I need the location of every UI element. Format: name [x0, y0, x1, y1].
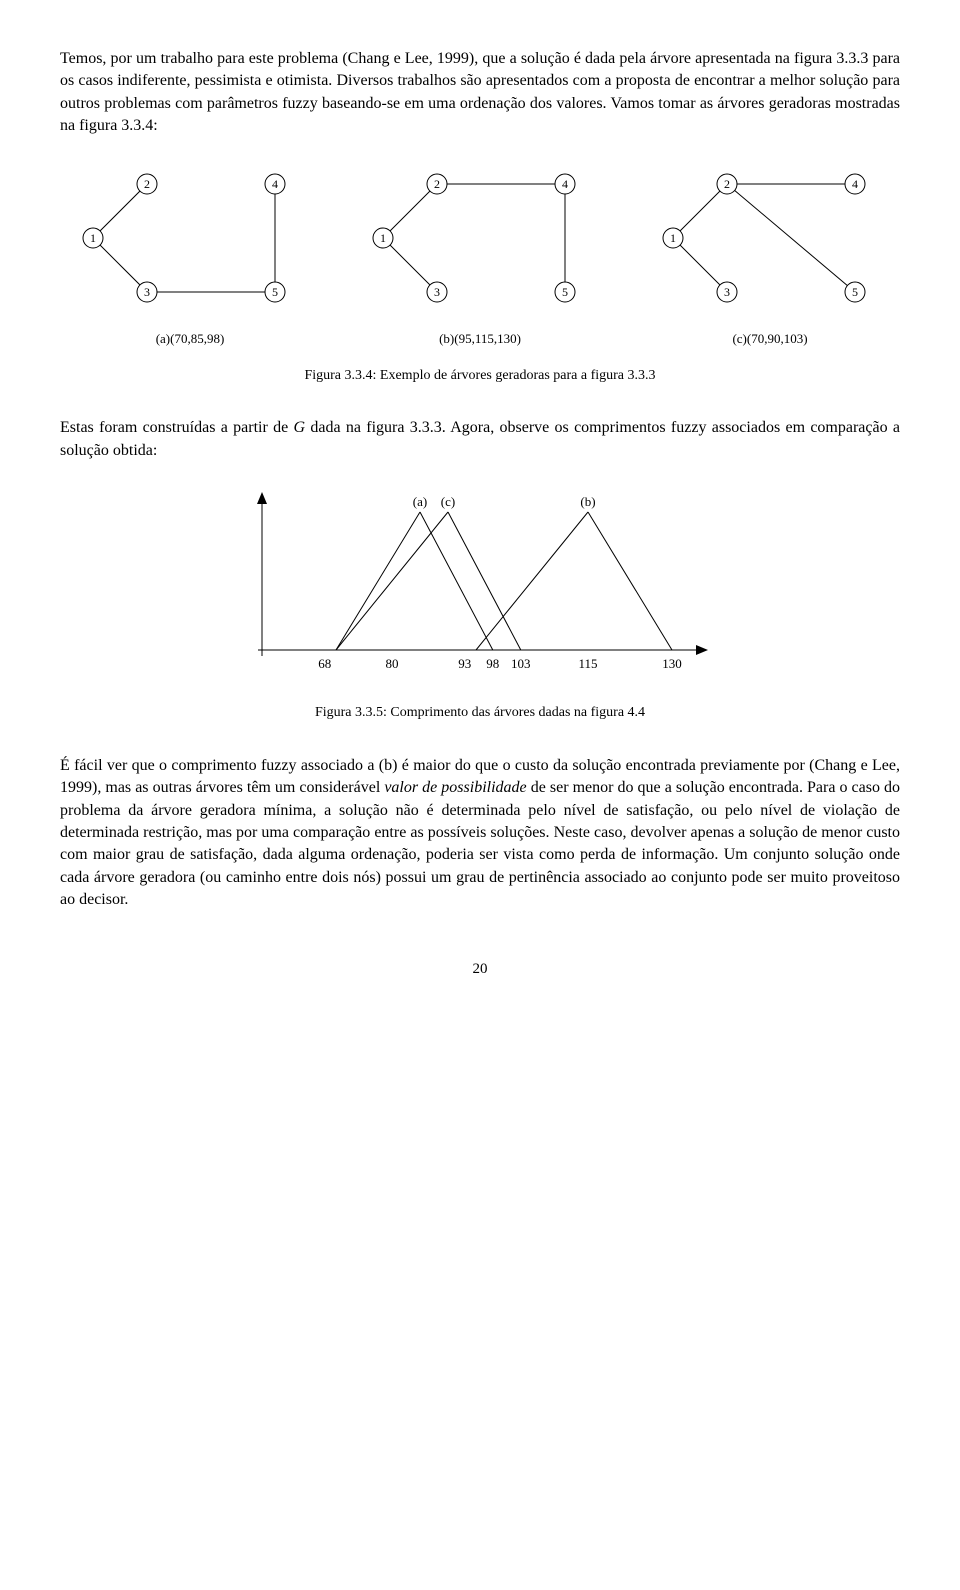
svg-text:80: 80: [386, 656, 399, 671]
figure-334-caption: Figura 3.3.4: Exemplo de árvores gerador…: [60, 366, 900, 386]
svg-text:(b): (b): [580, 494, 595, 509]
svg-text:1: 1: [670, 231, 676, 245]
tree-b: 1 2 3 4 5 (b)(95,115,130): [350, 166, 610, 348]
svg-text:5: 5: [852, 285, 858, 299]
tree-b-caption: (b)(95,115,130): [439, 330, 521, 348]
paragraph-3: É fácil ver que o comprimento fuzzy asso…: [60, 755, 900, 912]
svg-text:1: 1: [90, 231, 96, 245]
svg-text:4: 4: [272, 177, 278, 191]
tree-a-svg: 1 2 3 4 5: [75, 166, 305, 316]
svg-text:5: 5: [272, 285, 278, 299]
tree-a: 1 2 3 4 5 (a)(70,85,98): [60, 166, 320, 348]
para3-i1: valor de possibilidade: [384, 779, 526, 796]
svg-text:93: 93: [458, 656, 471, 671]
tree-c: 1 2 3 4 5 (c)(70,90,103): [640, 166, 900, 348]
paragraph-2: Estas foram construídas a partir de G da…: [60, 417, 900, 462]
figure-335-caption: Figura 3.3.5: Comprimento das árvores da…: [60, 703, 900, 723]
para1-text: Temos, por um trabalho para este problem…: [60, 50, 900, 134]
svg-text:2: 2: [144, 177, 150, 191]
paragraph-1: Temos, por um trabalho para este problem…: [60, 48, 900, 138]
figure-335-plot: (a) (c) (b) 68 80 93 98 103 115 130: [60, 490, 900, 685]
svg-text:103: 103: [511, 656, 531, 671]
svg-text:3: 3: [434, 285, 440, 299]
svg-text:3: 3: [144, 285, 150, 299]
tree-a-caption: (a)(70,85,98): [156, 330, 225, 348]
para2-t1: Estas foram construídas a partir de: [60, 419, 294, 436]
svg-text:98: 98: [486, 656, 499, 671]
svg-text:(c): (c): [441, 494, 455, 509]
svg-text:5: 5: [562, 285, 568, 299]
svg-text:68: 68: [318, 656, 331, 671]
svg-text:(a): (a): [413, 494, 427, 509]
svg-text:2: 2: [724, 177, 730, 191]
para2-i1: G: [294, 419, 306, 436]
tree-c-svg: 1 2 3 4 5: [655, 166, 885, 316]
svg-text:4: 4: [852, 177, 858, 191]
para3-t2: de ser menor do que a solução encontrada…: [60, 779, 900, 908]
svg-text:115: 115: [578, 656, 597, 671]
triangles-svg: (a) (c) (b) 68 80 93 98 103 115 130: [230, 490, 730, 685]
figure-334-trees: 1 2 3 4 5 (a)(70,85,98) 1 2 3 4 5 (b)(95,115,130…: [60, 166, 900, 348]
tree-c-caption: (c)(70,90,103): [732, 330, 807, 348]
svg-text:2: 2: [434, 177, 440, 191]
tree-b-svg: 1 2 3 4 5: [365, 166, 595, 316]
svg-text:4: 4: [562, 177, 568, 191]
page-number: 20: [60, 959, 900, 980]
svg-text:3: 3: [724, 285, 730, 299]
svg-text:130: 130: [662, 656, 682, 671]
svg-text:1: 1: [380, 231, 386, 245]
